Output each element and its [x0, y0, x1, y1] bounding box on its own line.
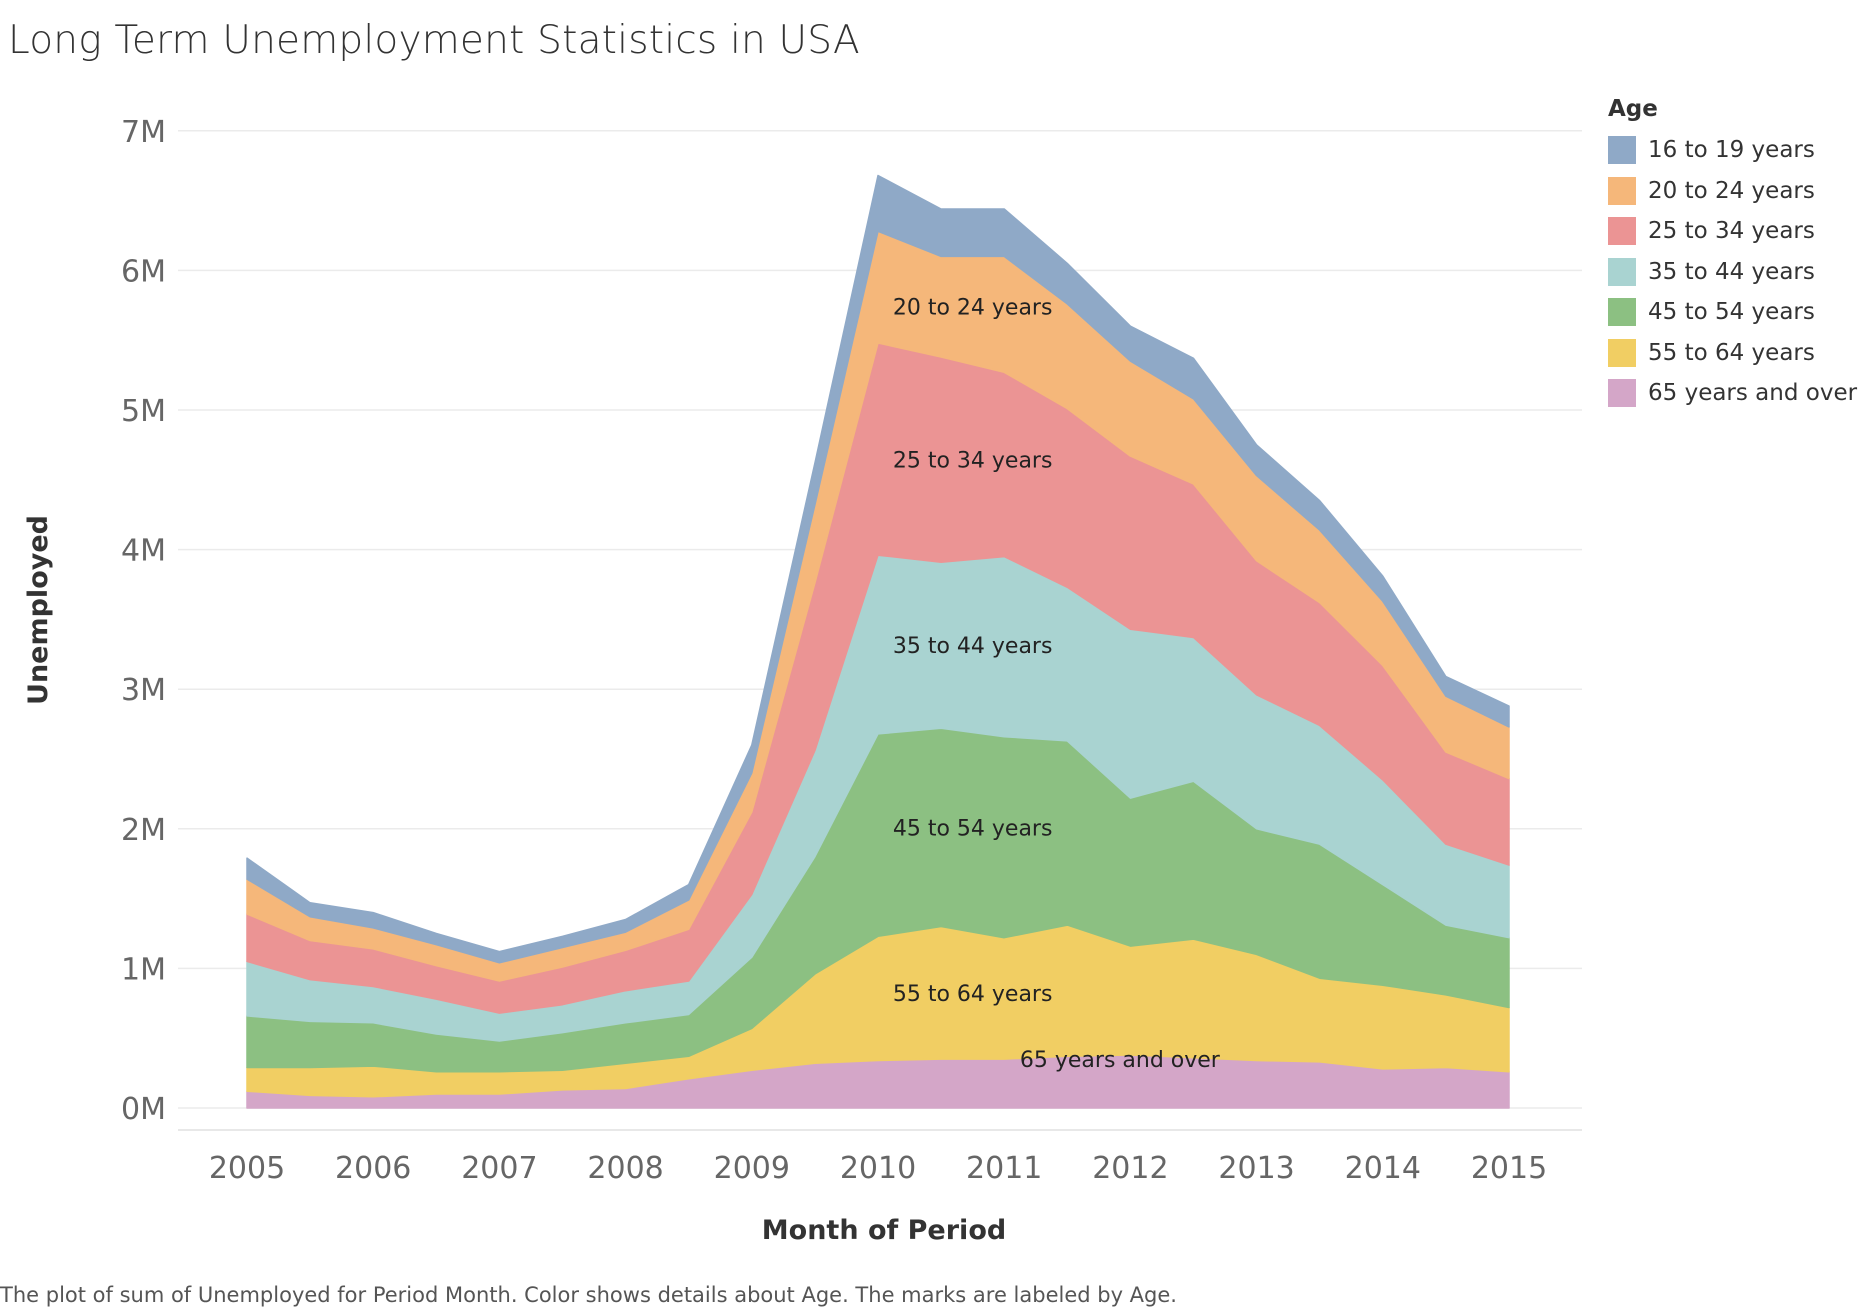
- x-tick-label: 2007: [461, 1151, 537, 1186]
- area-labels: 65 years and over 55 to 64 years 45 to 54 …: [893, 296, 1221, 1073]
- x-axis-label: Month of Period: [762, 1215, 1006, 1246]
- y-tick-label: 3M: [121, 673, 166, 708]
- y-tick-label: 2M: [121, 813, 166, 848]
- area-label: 20 to 24 years: [893, 296, 1053, 321]
- legend-label: 35 to 44 years: [1648, 258, 1815, 285]
- x-tick-label: 2012: [1092, 1151, 1168, 1186]
- legend-item-20-to-24-years[interactable]: 20 to 24 years: [1608, 171, 1857, 212]
- legend-label: 45 to 54 years: [1648, 299, 1815, 326]
- legend-title: Age: [1608, 96, 1658, 122]
- legend-item-16-to-19-years[interactable]: 16 to 19 years: [1608, 130, 1857, 171]
- y-axis-label: Unemployed: [23, 515, 54, 705]
- y-tick-label: 5M: [121, 394, 166, 429]
- legend-label: 65 years and over: [1648, 380, 1858, 407]
- x-tick-label: 2011: [966, 1151, 1042, 1186]
- stacked-areas: [246, 174, 1510, 1109]
- area-label: 35 to 44 years: [893, 634, 1053, 659]
- legend-swatch: [1608, 176, 1636, 205]
- x-tick-label: 2006: [335, 1151, 411, 1186]
- legend-swatch: [1608, 136, 1636, 165]
- area-label: 65 years and over: [1020, 1048, 1221, 1073]
- legend-swatch: [1608, 217, 1636, 246]
- legend-item-65-years-and-over[interactable]: 65 years and over: [1608, 373, 1857, 414]
- legend-items: 16 to 19 years 20 to 24 years 25 to 34 yea…: [1608, 130, 1857, 414]
- legend-swatch: [1608, 298, 1636, 327]
- chart-caption: The plot of sum of Unemployed for Period…: [0, 1283, 1177, 1307]
- area-label: 55 to 64 years: [893, 982, 1053, 1007]
- y-tick-label: 4M: [121, 534, 166, 569]
- legend-item-25-to-34-years[interactable]: 25 to 34 years: [1608, 211, 1857, 252]
- x-tick-label: 2008: [587, 1151, 663, 1186]
- x-tick-label: 2005: [209, 1151, 285, 1186]
- legend-label: 55 to 64 years: [1648, 339, 1815, 366]
- legend-swatch: [1608, 379, 1636, 408]
- legend-label: 16 to 19 years: [1648, 137, 1815, 164]
- legend-item-35-to-44-years[interactable]: 35 to 44 years: [1608, 252, 1857, 293]
- area-16-to-19-years[interactable]: [246, 174, 1510, 964]
- legend-swatch: [1608, 257, 1636, 286]
- area-label: 25 to 34 years: [893, 449, 1053, 474]
- x-tick-label: 2010: [840, 1151, 916, 1186]
- y-tick-label: 1M: [121, 952, 166, 987]
- legend: Age 16 to 19 years 20 to 24 years 25 to 34…: [1608, 96, 1857, 414]
- x-tick-label: 2014: [1345, 1151, 1421, 1186]
- chart-title: Long Term Unemployment Statistics in USA: [8, 18, 860, 63]
- x-tick-label: 2015: [1471, 1151, 1547, 1186]
- x-tick-label: 2013: [1218, 1151, 1294, 1186]
- y-tick-label: 0M: [121, 1092, 166, 1127]
- x-axis-ticks: 2005 2006 2007 2008 2009 2010 2011 2012 2013 2014…: [209, 1151, 1547, 1186]
- legend-swatch: [1608, 338, 1636, 367]
- area-label: 45 to 54 years: [893, 816, 1053, 841]
- legend-item-55-to-64-years[interactable]: 55 to 64 years: [1608, 333, 1857, 374]
- legend-label: 25 to 34 years: [1648, 218, 1815, 245]
- legend-item-45-to-54-years[interactable]: 45 to 54 years: [1608, 292, 1857, 333]
- y-tick-label: 6M: [121, 254, 166, 289]
- legend-label: 20 to 24 years: [1648, 177, 1815, 204]
- x-tick-label: 2009: [714, 1151, 790, 1186]
- y-axis-ticks: 0M 1M 2M 3M 4M 5M 6M 7M: [121, 115, 166, 1127]
- y-tick-label: 7M: [121, 115, 166, 150]
